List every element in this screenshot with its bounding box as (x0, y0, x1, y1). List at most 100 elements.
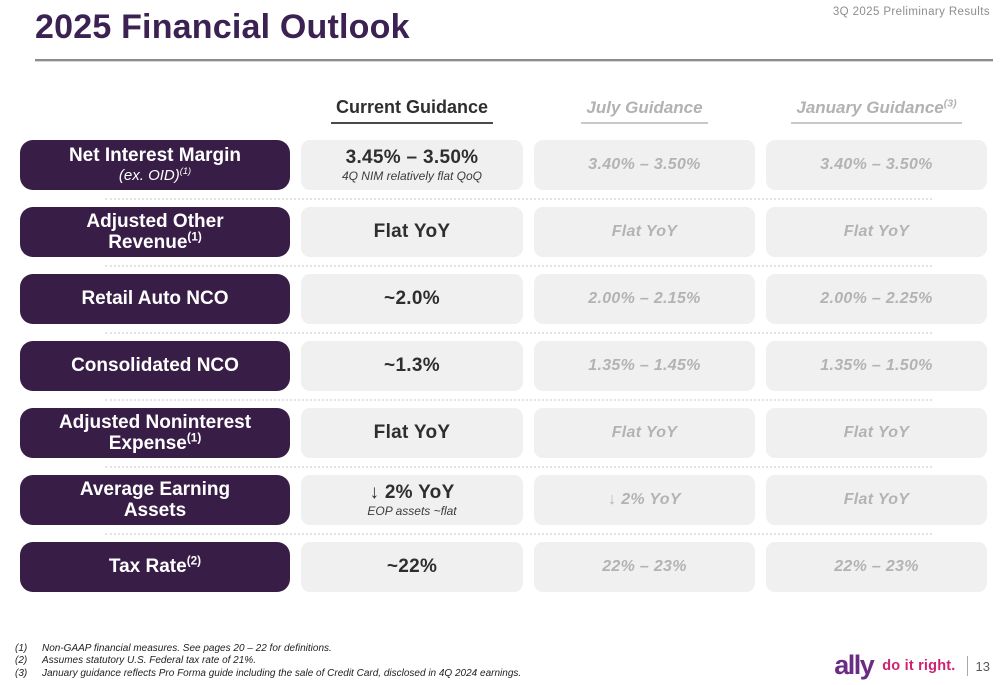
row-label-text: Adjusted Other (86, 210, 224, 232)
footnote-1: (1) Non-GAAP financial measures. See pag… (15, 643, 521, 656)
brand-tagline: do it right. (882, 658, 956, 675)
row-label-text: Consolidated NCO (71, 355, 239, 377)
footnote-3: (3) January guidance reflects Pro Forma … (15, 668, 521, 681)
row-separator (105, 399, 932, 401)
ally-logo: ally (834, 650, 875, 681)
footnote-marker: (1) (187, 230, 202, 244)
row-label-adjusted-noninterest-expense: Adjusted Noninterest Expense(1) (20, 408, 290, 458)
table-row-tax-rate: Tax Rate(2) ~22% 22% – 23% 22% – 23% (20, 542, 987, 592)
column-header-label: January Guidance (796, 98, 944, 117)
footnote-number: (3) (15, 667, 28, 679)
footer-brand: ally do it right. 13 (834, 650, 990, 681)
column-header-current-guidance: Current Guidance (301, 97, 523, 126)
value-text: 22% – 23% (834, 557, 919, 575)
column-header-july-guidance: July Guidance (534, 98, 755, 126)
footnote-marker: (3) (943, 97, 957, 110)
footnote-2: (2) Assumes statutory U.S. Federal tax r… (15, 655, 521, 668)
value-text: Flat YoY (611, 423, 678, 441)
table-row-retail-auto-nco: Retail Auto NCO ~2.0% 2.00% – 2.15% 2.00… (20, 274, 987, 324)
row-label-text: Expense (108, 433, 187, 454)
value-text: 3.40% – 3.50% (588, 155, 701, 173)
table-row-adjusted-other-revenue: Adjusted Other Revenue(1) Flat YoY Flat … (20, 207, 987, 257)
value-text: ~1.3% (384, 355, 440, 377)
current-guidance-value-adjusted-noninterest-expense: Flat YoY (301, 408, 523, 458)
row-label-net-interest-margin: Net Interest Margin (ex. OID)(1) (20, 140, 290, 190)
current-guidance-value-average-earning-assets: ↓ 2% YoY EOP assets ~flat (301, 475, 523, 525)
july-guidance-value-adjusted-other-revenue: Flat YoY (534, 207, 755, 257)
value-text: Flat YoY (373, 422, 451, 444)
footnote-marker: (1) (186, 431, 202, 445)
table-row-adjusted-noninterest-expense: Adjusted Noninterest Expense(1) Flat YoY… (20, 408, 987, 458)
row-separator (105, 466, 932, 468)
table-row-average-earning-assets: Average Earning Assets ↓ 2% YoY EOP asse… (20, 475, 987, 525)
row-label-text: Average Earning (79, 478, 231, 500)
page-title: 2025 Financial Outlook (35, 8, 410, 46)
row-label-consolidated-nco: Consolidated NCO (20, 341, 290, 391)
current-guidance-value-consolidated-nco: ~1.3% (301, 341, 523, 391)
row-label-text: Net Interest Margin (68, 145, 242, 167)
january-guidance-value-adjusted-noninterest-expense: Flat YoY (766, 408, 987, 458)
current-guidance-value-adjusted-other-revenue: Flat YoY (301, 207, 523, 257)
value-text: 2.00% – 2.15% (588, 289, 701, 307)
value-text: Flat YoY (373, 221, 451, 243)
value-text: Flat YoY (843, 423, 910, 441)
january-guidance-value-tax-rate: 22% – 23% (766, 542, 987, 592)
january-guidance-value-net-interest-margin: 3.40% – 3.50% (766, 140, 987, 190)
value-text: ~2.0% (384, 288, 440, 310)
row-label-average-earning-assets: Average Earning Assets (20, 475, 290, 525)
current-guidance-value-net-interest-margin: 3.45% – 3.50% 4Q NIM relatively flat QoQ (301, 140, 523, 190)
row-label-text: Tax Rate (108, 556, 187, 578)
january-guidance-value-adjusted-other-revenue: Flat YoY (766, 207, 987, 257)
value-text: Flat YoY (611, 222, 678, 240)
footnote-number: (1) (15, 642, 28, 654)
row-label-subtext: (ex. OID) (118, 166, 180, 184)
column-header-january-guidance: January Guidance(3) (766, 98, 987, 126)
footnotes: (1) Non-GAAP financial measures. See pag… (15, 643, 521, 681)
title-divider (35, 59, 993, 62)
value-text: 3.40% – 3.50% (820, 155, 933, 173)
value-text: 2.00% – 2.25% (820, 289, 933, 307)
row-separator (105, 533, 932, 535)
value-text: ~22% (386, 556, 438, 578)
footnote-text: January guidance reflects Pro Forma guid… (42, 667, 522, 679)
january-guidance-value-retail-auto-nco: 2.00% – 2.25% (766, 274, 987, 324)
column-header-row: Current Guidance July Guidance January G… (20, 88, 987, 126)
value-text: Flat YoY (843, 490, 910, 508)
july-guidance-value-average-earning-assets: ↓ 2% YoY (534, 475, 755, 525)
row-label-text: Revenue (108, 232, 188, 253)
row-label-adjusted-other-revenue: Adjusted Other Revenue(1) (20, 207, 290, 257)
footnote-text: Non-GAAP financial measures. See pages 2… (42, 642, 332, 654)
value-text: 1.35% – 1.50% (820, 356, 933, 374)
july-guidance-value-adjusted-noninterest-expense: Flat YoY (534, 408, 755, 458)
row-label-tax-rate: Tax Rate(2) (20, 542, 290, 592)
value-text: 22% – 23% (602, 557, 687, 575)
row-label-text: Retail Auto NCO (81, 288, 229, 310)
january-guidance-value-average-earning-assets: Flat YoY (766, 475, 987, 525)
outlook-table: Current Guidance July Guidance January G… (20, 88, 987, 592)
footnote-marker: (2) (186, 554, 202, 568)
column-header-label: Current Guidance (335, 97, 489, 117)
row-label-text: Assets (123, 500, 187, 521)
row-label-retail-auto-nco: Retail Auto NCO (20, 274, 290, 324)
footnote-text: Assumes statutory U.S. Federal tax rate … (42, 655, 256, 666)
corner-note: 3Q 2025 Preliminary Results (832, 6, 990, 18)
row-separator (105, 265, 932, 267)
july-guidance-value-net-interest-margin: 3.40% – 3.50% (534, 140, 755, 190)
july-guidance-value-retail-auto-nco: 2.00% – 2.15% (534, 274, 755, 324)
july-guidance-value-tax-rate: 22% – 23% (534, 542, 755, 592)
page-number-divider (966, 656, 968, 677)
current-guidance-value-retail-auto-nco: ~2.0% (301, 274, 523, 324)
table-row-net-interest-margin: Net Interest Margin (ex. OID)(1) 3.45% –… (20, 140, 987, 190)
value-subtext: EOP assets ~flat (367, 504, 457, 519)
value-text: 1.35% – 1.45% (588, 356, 701, 374)
row-separator (105, 198, 932, 200)
footnote-number: (2) (15, 655, 28, 666)
footnote-marker: (1) (179, 165, 192, 176)
page-number: 13 (975, 658, 990, 674)
row-label-text: Adjusted Noninterest (58, 411, 252, 433)
row-separator (105, 332, 932, 334)
january-guidance-value-consolidated-nco: 1.35% – 1.50% (766, 341, 987, 391)
value-text: ↓ 2% YoY (608, 490, 681, 508)
july-guidance-value-consolidated-nco: 1.35% – 1.45% (534, 341, 755, 391)
